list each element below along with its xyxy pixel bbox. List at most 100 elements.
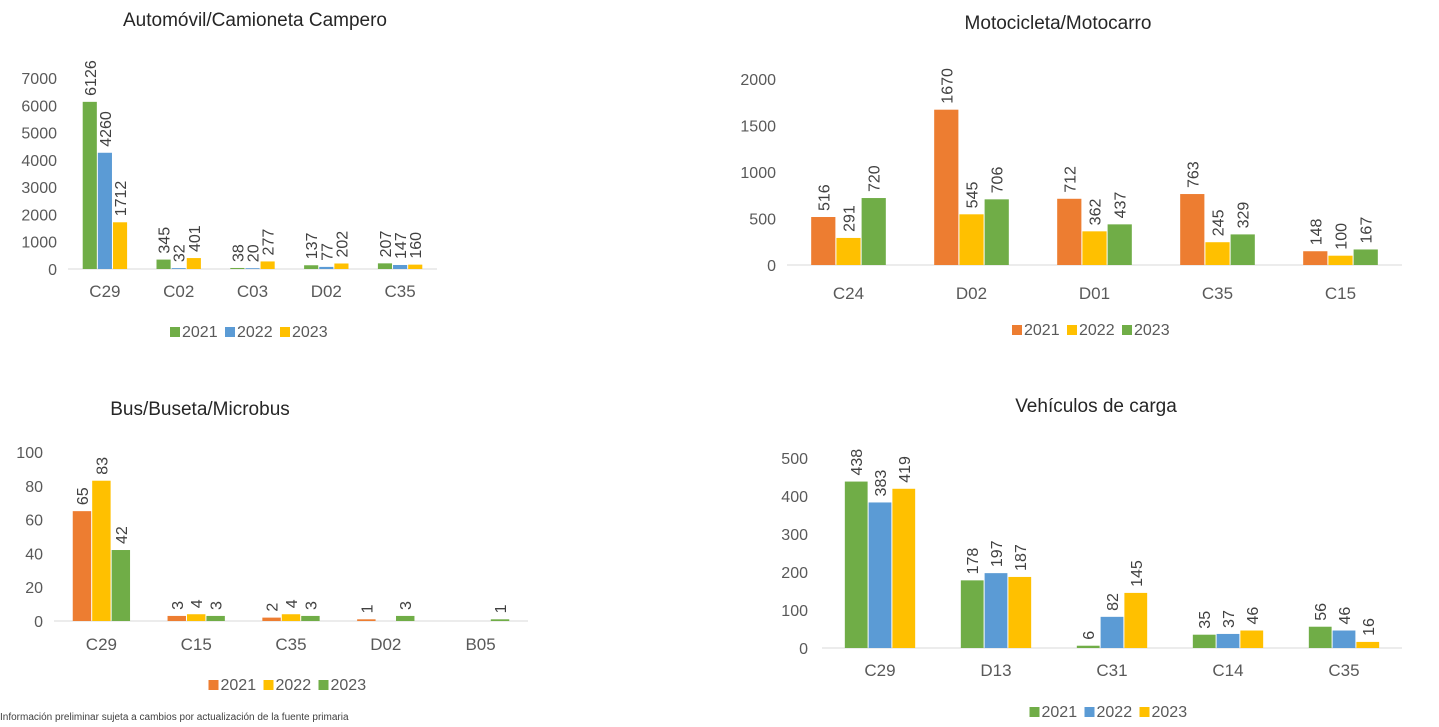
y-tick-label: 20: [25, 580, 43, 597]
legend-item-2022: 2022: [225, 324, 273, 341]
bar-2022-C14: [1216, 633, 1240, 648]
bar-2022-C24: [836, 237, 861, 265]
y-tick-label: 300: [781, 527, 808, 544]
y-tick-label: 1000: [21, 235, 57, 252]
legend-label: 2022: [1097, 704, 1133, 721]
y-tick-label: 3000: [21, 180, 57, 197]
data-label: 1: [359, 604, 376, 613]
data-label: 16: [1361, 618, 1378, 636]
legend-label: 2023: [1152, 704, 1188, 721]
data-label: 291: [842, 205, 859, 232]
data-label: 46: [1245, 607, 1262, 625]
data-label: 545: [965, 182, 982, 209]
data-label: 2: [265, 603, 282, 612]
x-category-label: C15: [1325, 284, 1356, 303]
bar-2023-D13: [1008, 576, 1032, 648]
legend-swatch: [1012, 325, 1022, 335]
legend-label: 2021: [221, 677, 257, 694]
data-label: 763: [1185, 161, 1202, 188]
y-tick-label: 500: [781, 451, 808, 468]
data-label: 145: [1129, 560, 1146, 587]
legend-swatch: [1139, 707, 1150, 717]
bar-2023-C29: [111, 550, 131, 621]
legend-swatch: [1067, 325, 1077, 335]
y-tick-label: 0: [767, 258, 776, 275]
data-label: 187: [1013, 544, 1030, 571]
y-tick-label: 0: [48, 262, 57, 279]
data-label: 6: [1081, 631, 1098, 640]
y-tick-label: 0: [34, 614, 43, 631]
bar-2021-C35: [262, 617, 281, 621]
x-category-label: C02: [163, 282, 194, 301]
bar-2021-C14: [1192, 634, 1216, 648]
data-label: 147: [393, 232, 410, 259]
legend-label: 2023: [292, 324, 328, 341]
chart-3: Bus/Buseta/Microbus020406080100C29658342…: [16, 399, 528, 694]
x-category-label: C35: [385, 282, 416, 301]
bar-2023-D02: [396, 615, 415, 621]
data-label: 362: [1088, 199, 1105, 226]
bar-2022-C35: [393, 264, 408, 269]
chart-title: Automóvil/Camioneta Campero: [123, 10, 387, 31]
data-label: 3: [303, 601, 320, 610]
chart-title: Motocicleta/Motocarro: [965, 13, 1152, 34]
bar-2022-C15: [186, 614, 206, 621]
y-tick-label: 60: [25, 513, 43, 530]
bar-2022-C29: [92, 480, 111, 621]
legend-label: 2021: [1042, 704, 1078, 721]
x-category-label: C35: [1202, 284, 1233, 303]
bar-2022-C31: [1100, 616, 1124, 648]
x-category-label: D02: [370, 635, 401, 654]
data-label: 197: [989, 540, 1006, 567]
x-category-label: C31: [1096, 661, 1127, 680]
legend-item-2023: 2023: [1122, 322, 1170, 339]
x-category-label: C35: [1328, 661, 1359, 680]
data-label: 419: [897, 456, 914, 483]
legend-item-2021: 2021: [170, 324, 218, 341]
bar-2023-C31: [1124, 592, 1148, 648]
y-tick-label: 100: [16, 445, 43, 462]
bar-2023-C02: [186, 258, 201, 269]
bar-2023-D02: [334, 263, 349, 269]
data-label: 82: [1105, 593, 1122, 611]
data-label: 37: [1221, 610, 1238, 628]
legend-item-2021: 2021: [1029, 704, 1078, 721]
legend-swatch: [208, 680, 219, 690]
x-category-label: C24: [833, 284, 864, 303]
x-category-label: D02: [956, 284, 987, 303]
x-category-label: D13: [980, 661, 1011, 680]
data-label: 83: [94, 457, 111, 475]
legend-label: 2022: [276, 677, 312, 694]
bar-2023-C35: [408, 264, 423, 269]
data-label: 46: [1337, 607, 1354, 625]
y-tick-label: 100: [781, 603, 808, 620]
data-label: 3: [398, 601, 415, 610]
data-label: 137: [304, 232, 321, 259]
x-category-label: C15: [181, 635, 212, 654]
legend-item-2023: 2023: [280, 324, 328, 341]
x-category-label: C14: [1212, 661, 1243, 680]
data-label: 56: [1313, 603, 1330, 621]
y-tick-label: 80: [25, 479, 43, 496]
bar-2023-C35: [301, 615, 320, 621]
data-label: 20: [246, 244, 263, 262]
legend-label: 2021: [182, 324, 218, 341]
data-label: 3: [209, 601, 226, 610]
bar-2021-C35: [1180, 194, 1205, 265]
chart-2: Motocicleta/Motocarro 0 500 1000 1500 2000 C24…: [740, 13, 1402, 339]
bar-2022-C35: [1205, 242, 1230, 265]
y-tick-label: 200: [781, 565, 808, 582]
bar-2022-C03: [245, 268, 260, 269]
bar-2023-C14: [1240, 630, 1264, 648]
legend-item-2021: 2021: [1012, 322, 1060, 339]
bar-2023-B05: [490, 619, 510, 621]
data-label: 178: [965, 548, 982, 575]
bar-2022-C29: [97, 152, 112, 269]
data-label: 1: [493, 604, 510, 613]
legend-item-2023: 2023: [318, 677, 366, 694]
data-label: 712: [1062, 166, 1079, 193]
data-label: 4: [284, 599, 301, 608]
legend-swatch: [280, 327, 290, 337]
data-label: 32: [172, 244, 189, 262]
